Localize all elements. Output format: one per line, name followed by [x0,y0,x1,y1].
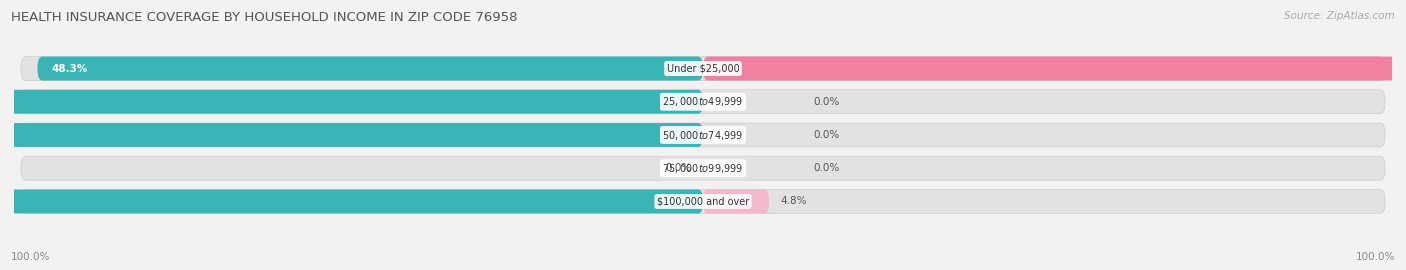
Text: Under $25,000: Under $25,000 [666,63,740,73]
Text: 0.0%: 0.0% [813,163,839,173]
FancyBboxPatch shape [0,123,703,147]
Text: $75,000 to $99,999: $75,000 to $99,999 [662,162,744,175]
FancyBboxPatch shape [703,190,769,213]
Text: 0.0%: 0.0% [665,163,692,173]
Text: 0.0%: 0.0% [813,130,839,140]
Text: Source: ZipAtlas.com: Source: ZipAtlas.com [1284,11,1395,21]
Text: $100,000 and over: $100,000 and over [657,197,749,207]
Text: 0.0%: 0.0% [813,97,839,107]
Text: 4.8%: 4.8% [780,197,807,207]
Text: $50,000 to $74,999: $50,000 to $74,999 [662,129,744,141]
FancyBboxPatch shape [703,57,1406,80]
Text: $25,000 to $49,999: $25,000 to $49,999 [662,95,744,108]
Text: 48.3%: 48.3% [51,63,87,73]
FancyBboxPatch shape [21,90,1385,114]
FancyBboxPatch shape [21,57,1385,80]
FancyBboxPatch shape [21,190,1385,213]
FancyBboxPatch shape [38,57,703,80]
FancyBboxPatch shape [0,90,703,114]
FancyBboxPatch shape [0,190,703,213]
Text: 100.0%: 100.0% [11,252,51,262]
Text: HEALTH INSURANCE COVERAGE BY HOUSEHOLD INCOME IN ZIP CODE 76958: HEALTH INSURANCE COVERAGE BY HOUSEHOLD I… [11,11,517,24]
FancyBboxPatch shape [21,156,1385,180]
Text: 100.0%: 100.0% [1355,252,1395,262]
FancyBboxPatch shape [21,123,1385,147]
